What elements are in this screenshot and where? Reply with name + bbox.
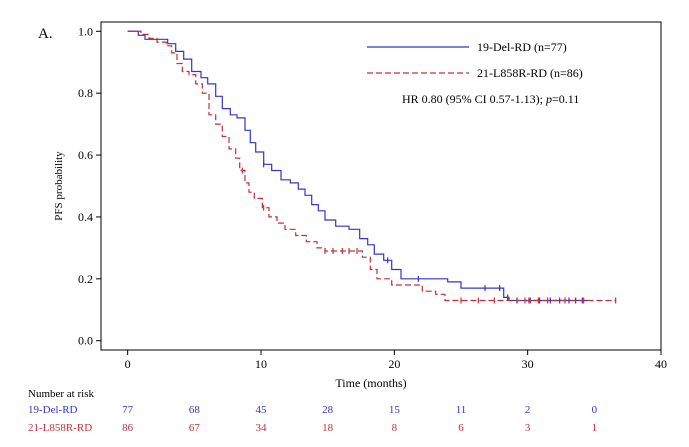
risk-value: 28 [322,404,334,416]
risk-value: 18 [322,422,334,434]
risk-value: 15 [389,404,401,416]
x-tick-label: 40 [655,357,667,371]
hr-annotation: HR 0.80 (95% CI 0.57-1.13); p=0.11 [402,92,579,106]
series-layer [127,30,617,304]
panel-label: A. [38,26,53,42]
risk-value: 77 [122,404,134,416]
risk-value: 45 [256,404,268,416]
risk-value: 68 [189,404,201,416]
x-axis: 0 10 20 30 40 [125,350,667,371]
risk-value: 8 [392,422,398,434]
y-tick-label: 0.4 [78,210,93,224]
x-tick-label: 10 [255,357,267,371]
legend-label-series-1: 19-Del-RD (n=77) [477,40,567,54]
risk-row-label-1: 19-Del-RD [28,404,78,416]
risk-table: Number at risk 19-Del-RD 21-L858R-RD 77 6… [28,388,598,434]
x-tick-label: 30 [522,357,534,371]
risk-table-title: Number at risk [28,388,94,400]
risk-value: 67 [189,422,201,434]
risk-row-label-2: 21-L858R-RD [28,422,92,434]
risk-value: 86 [122,422,134,434]
y-axis-label: PFS probability [53,151,65,221]
x-tick-label: 20 [388,357,400,371]
plot-frame [100,21,662,351]
hr-annotation-p-label: p [545,92,552,106]
risk-value: 34 [256,422,268,434]
legend: 19-Del-RD (n=77) 21-L858R-RD (n=86) HR 0… [367,40,583,106]
km-curve-series-2 [127,30,616,302]
risk-value: 11 [456,404,467,416]
risk-value: 0 [592,404,598,416]
risk-value: 1 [592,422,598,434]
y-tick-label: 1.0 [78,24,93,38]
plot-border [100,21,662,351]
risk-value: 2 [525,404,531,416]
y-tick-label: 0.0 [78,334,93,348]
y-tick-label: 0.6 [78,148,93,162]
x-axis-label: Time (months) [335,376,406,390]
hr-annotation-p-value: =0.11 [552,92,579,106]
y-axis: 0.0 0.2 0.4 0.6 0.8 1.0 [78,24,101,348]
legend-label-series-2: 21-L858R-RD (n=86) [477,66,583,80]
hr-annotation-prefix: HR 0.80 (95% CI 0.57-1.13); [402,92,546,106]
risk-value: 6 [458,422,464,434]
y-tick-label: 0.8 [78,86,93,100]
y-tick-label: 0.2 [78,272,93,286]
risk-value: 3 [525,422,531,434]
km-curve-series-1 [127,30,588,302]
x-tick-label: 0 [125,357,131,371]
